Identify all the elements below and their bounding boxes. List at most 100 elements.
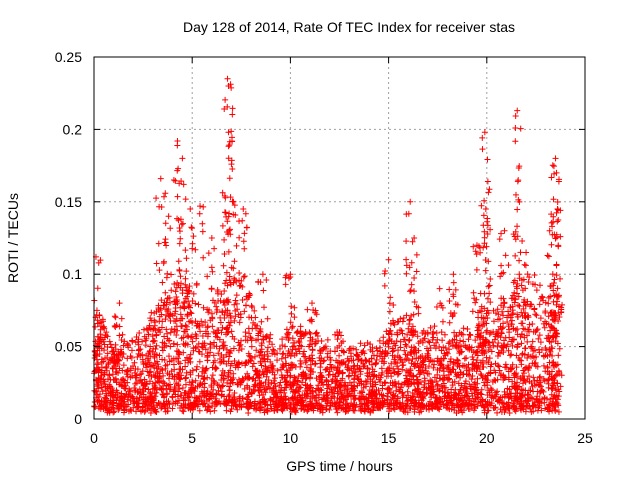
data-point: [118, 315, 125, 322]
data-point: [550, 279, 557, 286]
data-point: [116, 300, 123, 307]
data-point: [495, 339, 502, 346]
data-point: [226, 142, 233, 149]
data-point: [557, 275, 564, 282]
data-point: [231, 301, 238, 308]
data-point: [518, 340, 525, 347]
data-point: [484, 218, 491, 225]
data-point: [182, 363, 189, 370]
data-point: [176, 266, 183, 273]
data-point: [223, 346, 230, 353]
data-point: [446, 319, 453, 326]
data-point: [554, 199, 561, 206]
y-tick-label: 0.25: [55, 49, 82, 65]
data-point: [270, 377, 277, 384]
data-point: [165, 213, 172, 220]
data-point: [403, 238, 410, 245]
data-point: [536, 282, 543, 289]
data-point: [195, 372, 202, 379]
data-point: [288, 303, 295, 310]
data-point: [137, 371, 144, 378]
data-point: [264, 348, 271, 355]
data-point: [460, 325, 467, 332]
data-point: [156, 267, 163, 274]
y-tick-label: 0.2: [63, 121, 83, 137]
data-point: [225, 129, 232, 136]
data-point: [309, 347, 316, 354]
data-point: [525, 314, 532, 321]
data-point: [452, 286, 459, 293]
data-point: [472, 337, 479, 344]
data-point: [159, 347, 166, 354]
data-point: [162, 220, 169, 227]
data-point: [512, 252, 519, 259]
data-point: [409, 238, 416, 245]
data-point: [424, 370, 431, 377]
data-point: [205, 250, 212, 257]
data-point: [271, 375, 278, 382]
data-point: [501, 227, 508, 234]
data-point: [288, 310, 295, 317]
data-point: [514, 223, 521, 230]
data-point: [235, 347, 242, 354]
data-point: [228, 328, 235, 335]
data-point: [392, 392, 399, 399]
data-point: [473, 266, 480, 273]
data-point: [498, 262, 505, 269]
data-point: [182, 281, 189, 288]
data-point: [245, 325, 252, 332]
data-point: [375, 387, 382, 394]
data-point: [161, 193, 168, 200]
data-point: [167, 343, 174, 350]
data-point: [401, 347, 408, 354]
data-point: [221, 288, 228, 295]
data-point: [195, 301, 202, 308]
data-point: [537, 315, 544, 322]
data-point: [153, 260, 160, 267]
data-point: [231, 258, 238, 265]
data-point: [522, 262, 529, 269]
data-point: [411, 235, 418, 241]
data-point: [403, 256, 410, 263]
data-point: [226, 383, 233, 390]
data-point: [282, 343, 289, 350]
data-point: [183, 255, 190, 262]
data-point: [413, 251, 420, 258]
data-point: [157, 175, 164, 182]
data-point: [514, 326, 521, 333]
data-point: [170, 361, 177, 368]
data-point: [390, 347, 397, 354]
data-point: [243, 224, 250, 231]
data-point: [485, 258, 492, 265]
data-point: [550, 163, 557, 170]
data-point: [533, 312, 540, 319]
data-point: [536, 332, 543, 339]
data-point: [178, 335, 185, 342]
data-point: [226, 175, 233, 182]
data-point: [198, 318, 205, 325]
data-point: [106, 338, 113, 345]
data-point: [337, 332, 344, 339]
data-point: [517, 249, 524, 256]
data-point: [554, 206, 561, 213]
data-point: [481, 234, 488, 241]
data-point: [221, 236, 228, 243]
data-point: [531, 272, 538, 279]
data-point: [195, 340, 202, 347]
y-axis-label: ROTI / TECUs: [5, 193, 21, 283]
data-point: [409, 332, 416, 339]
data-point: [555, 217, 562, 224]
data-point: [470, 289, 477, 296]
data-point: [213, 303, 220, 310]
data-point: [229, 111, 236, 118]
data-point: [313, 375, 320, 382]
data-point: [209, 372, 216, 379]
data-point: [407, 198, 414, 205]
data-point: [243, 302, 250, 309]
data-point: [282, 281, 289, 288]
data-point: [313, 329, 320, 336]
data-point: [154, 361, 161, 368]
data-point: [486, 290, 493, 297]
data-point: [232, 297, 239, 304]
data-point: [193, 366, 200, 373]
